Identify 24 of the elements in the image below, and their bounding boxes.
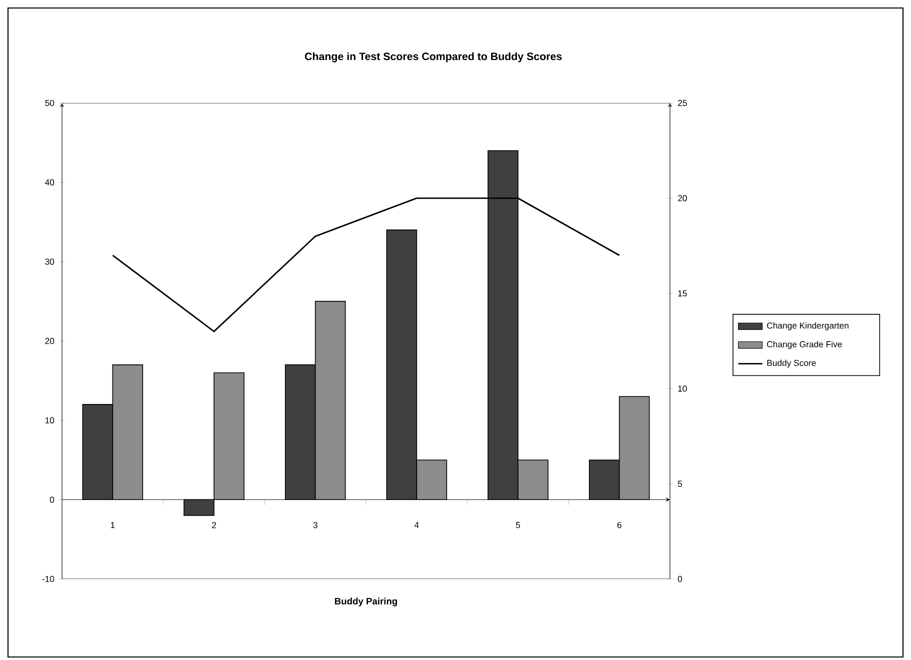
x-tick-label: 2 — [212, 522, 216, 528]
y2-tick-label: 15 — [678, 290, 687, 296]
legend-label: Buddy Score — [767, 360, 816, 368]
x-tick-label: 5 — [516, 522, 520, 528]
x-tick-label: 3 — [313, 522, 318, 528]
y2-tick-label: 0 — [678, 576, 682, 582]
y-tick-label: 20 — [45, 338, 54, 344]
y-tick-label: 10 — [45, 417, 54, 424]
x-axis-title: Buddy Pairing — [335, 598, 398, 606]
y-tick-label: 0 — [50, 496, 54, 503]
x-tick-label: 4 — [414, 522, 419, 528]
y2-tick-label: 5 — [678, 480, 682, 487]
y-tick-label: -10 — [42, 576, 54, 582]
x-tick-label: 6 — [617, 522, 622, 528]
y2-tick-label: 25 — [678, 100, 687, 106]
legend-label: Change Kindergarten — [767, 322, 848, 330]
legend-label: Change Grade Five — [767, 340, 842, 350]
x-tick-label: 1 — [110, 522, 115, 528]
chart-title: Change in Test Scores Compared to Buddy Scores — [304, 52, 562, 62]
y-tick-label: 40 — [45, 179, 54, 186]
y-tick-label: 30 — [45, 258, 54, 265]
y2-tick-label: 20 — [678, 195, 687, 202]
y2-tick-label: 10 — [678, 386, 687, 392]
y-tick-label: 50 — [45, 100, 54, 106]
